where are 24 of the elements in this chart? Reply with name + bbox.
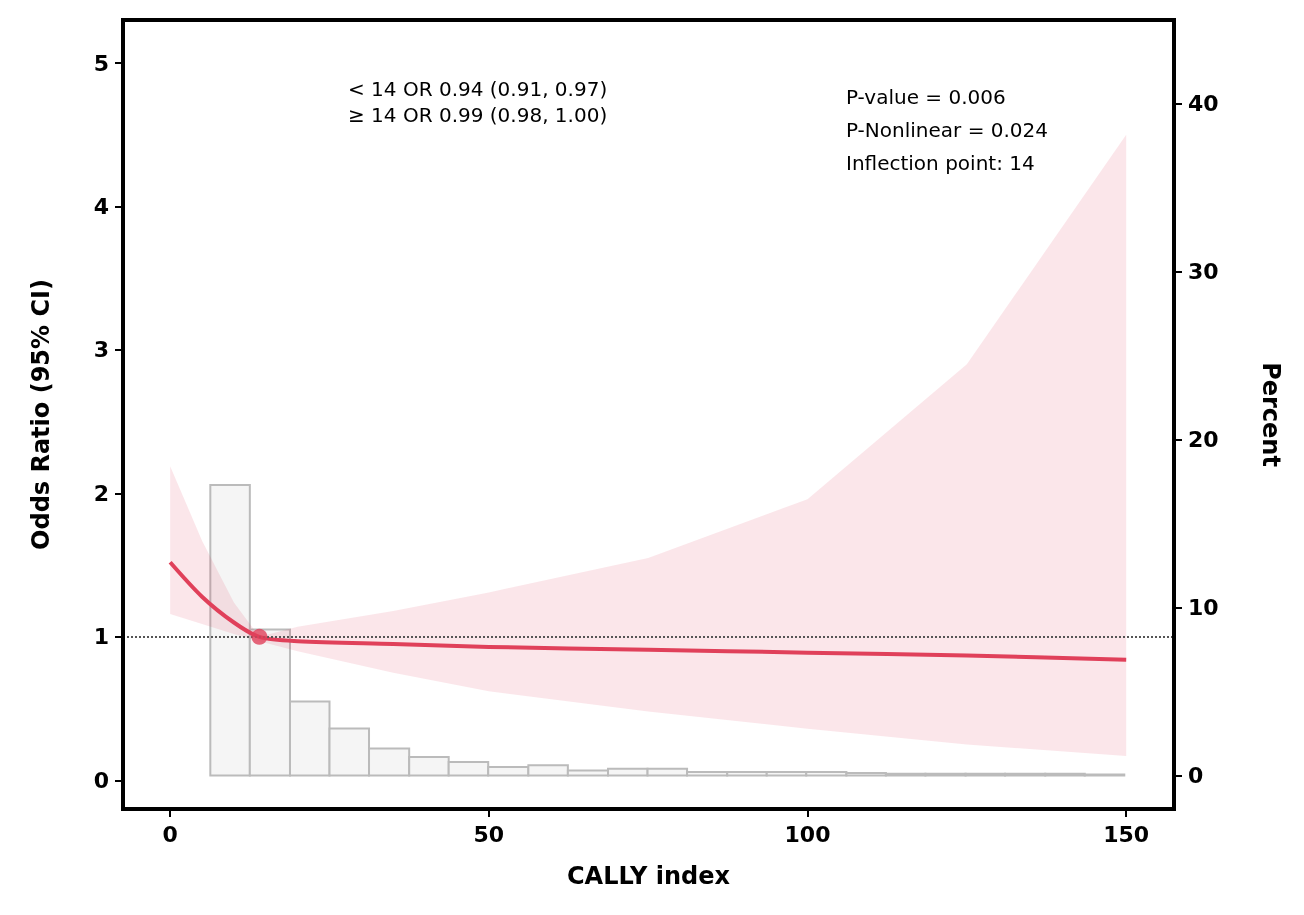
annotation: P-value = 0.006	[846, 84, 1006, 109]
annotation: < 14 OR 0.94 (0.91, 0.97)	[348, 77, 608, 101]
y-tick-label: 5	[93, 50, 109, 76]
y2-tick-label: 40	[1188, 91, 1219, 117]
line-series	[168, 560, 1129, 662]
x-tick-label: 0	[162, 821, 178, 847]
y2-tick-label: 20	[1188, 427, 1219, 453]
x-tick-label: 150	[1103, 821, 1150, 847]
y-tick-label: 1	[93, 624, 109, 650]
y2-axis-title: Percent	[1257, 362, 1285, 467]
x-tick-label: 50	[473, 821, 505, 847]
y2-tick-label: 0	[1188, 762, 1204, 788]
x-axis-title: CALLY index	[566, 862, 731, 890]
y-tick-label: 3	[93, 337, 109, 363]
y2-tick-label: 10	[1188, 595, 1219, 621]
annotation: Inflection point: 14	[846, 150, 1035, 175]
y-tick-label: 0	[93, 767, 109, 793]
annotation: P-Nonlinear = 0.024	[846, 117, 1049, 142]
annotation: ≥ 14 OR 0.99 (0.98, 1.00)	[348, 103, 608, 127]
y-tick-label: 4	[93, 193, 109, 219]
y2-tick-label: 30	[1188, 259, 1219, 285]
y-axis-title: Odds Ratio (95% CI)	[27, 279, 55, 550]
y-tick-label: 2	[93, 480, 109, 506]
x-tick-label: 100	[784, 821, 831, 847]
